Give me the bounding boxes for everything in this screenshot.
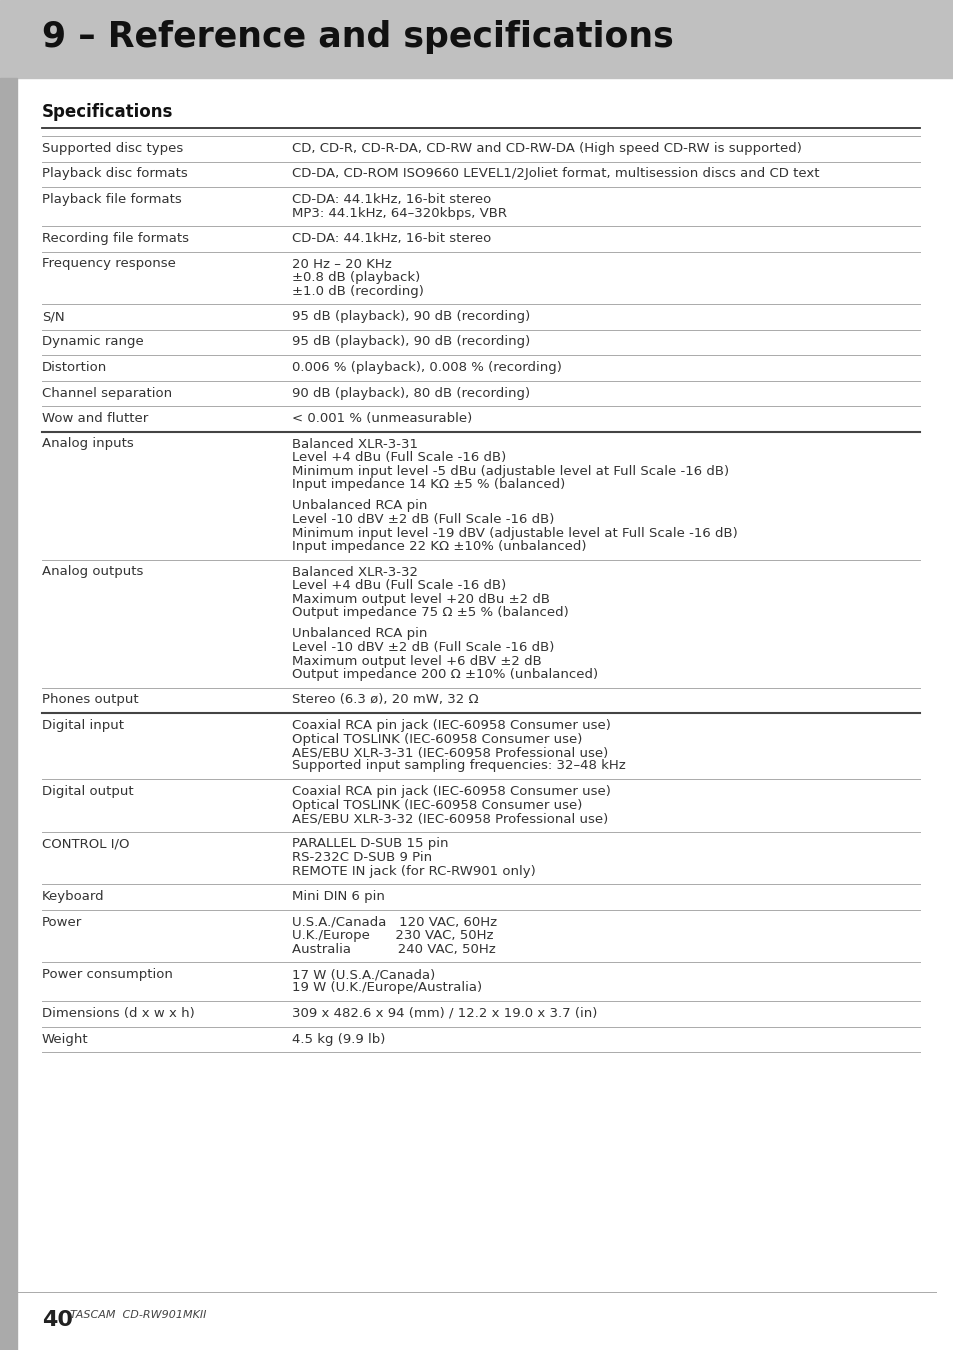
Text: 20 Hz – 20 KHz: 20 Hz – 20 KHz (292, 258, 392, 270)
Text: Level -10 dBV ±2 dB (Full Scale -16 dB): Level -10 dBV ±2 dB (Full Scale -16 dB) (292, 513, 554, 526)
Text: CD-DA: 44.1kHz, 16-bit stereo: CD-DA: 44.1kHz, 16-bit stereo (292, 232, 491, 244)
Text: Keyboard: Keyboard (42, 890, 105, 903)
Text: Dimensions (d x w x h): Dimensions (d x w x h) (42, 1007, 194, 1021)
Text: Wow and flutter: Wow and flutter (42, 412, 148, 425)
Text: Dynamic range: Dynamic range (42, 336, 144, 348)
Text: Unbalanced RCA pin: Unbalanced RCA pin (292, 500, 427, 513)
Text: RS-232C D-SUB 9 Pin: RS-232C D-SUB 9 Pin (292, 850, 432, 864)
Text: Digital input: Digital input (42, 720, 124, 732)
Text: CD-DA: 44.1kHz, 16-bit stereo: CD-DA: 44.1kHz, 16-bit stereo (292, 193, 491, 207)
Text: Maximum output level +6 dBV ±2 dB: Maximum output level +6 dBV ±2 dB (292, 655, 541, 667)
Text: 4.5 kg (9.9 lb): 4.5 kg (9.9 lb) (292, 1033, 385, 1045)
Text: Phones output: Phones output (42, 694, 138, 706)
Text: Mini DIN 6 pin: Mini DIN 6 pin (292, 890, 385, 903)
Text: REMOTE IN jack (for RC-RW901 only): REMOTE IN jack (for RC-RW901 only) (292, 864, 536, 878)
Text: U.K./Europe      230 VAC, 50Hz: U.K./Europe 230 VAC, 50Hz (292, 929, 494, 942)
Text: Balanced XLR-3-31: Balanced XLR-3-31 (292, 437, 417, 451)
Text: Minimum input level -19 dBV (adjustable level at Full Scale -16 dB): Minimum input level -19 dBV (adjustable … (292, 526, 738, 540)
Text: Optical TOSLINK (IEC-60958 Consumer use): Optical TOSLINK (IEC-60958 Consumer use) (292, 798, 582, 811)
Text: Channel separation: Channel separation (42, 386, 172, 400)
Text: ±0.8 dB (playback): ±0.8 dB (playback) (292, 271, 420, 284)
Text: MP3: 44.1kHz, 64–320kbps, VBR: MP3: 44.1kHz, 64–320kbps, VBR (292, 207, 507, 220)
Text: 95 dB (playback), 90 dB (recording): 95 dB (playback), 90 dB (recording) (292, 336, 530, 348)
Text: AES/EBU XLR-3-32 (IEC-60958 Professional use): AES/EBU XLR-3-32 (IEC-60958 Professional… (292, 811, 608, 825)
Text: Output impedance 75 Ω ±5 % (balanced): Output impedance 75 Ω ±5 % (balanced) (292, 606, 568, 620)
Text: Frequency response: Frequency response (42, 258, 175, 270)
Text: Input impedance 22 KΩ ±10% (unbalanced): Input impedance 22 KΩ ±10% (unbalanced) (292, 540, 586, 553)
Text: Supported disc types: Supported disc types (42, 142, 183, 155)
Text: Power consumption: Power consumption (42, 968, 172, 981)
Text: Recording file formats: Recording file formats (42, 232, 189, 244)
Text: Coaxial RCA pin jack (IEC-60958 Consumer use): Coaxial RCA pin jack (IEC-60958 Consumer… (292, 720, 611, 732)
Text: Analog outputs: Analog outputs (42, 566, 143, 579)
Text: Optical TOSLINK (IEC-60958 Consumer use): Optical TOSLINK (IEC-60958 Consumer use) (292, 733, 582, 745)
Text: 309 x 482.6 x 94 (mm) / 12.2 x 19.0 x 3.7 (in): 309 x 482.6 x 94 (mm) / 12.2 x 19.0 x 3.… (292, 1007, 597, 1021)
Text: Playback file formats: Playback file formats (42, 193, 182, 207)
Text: PARALLEL D-SUB 15 pin: PARALLEL D-SUB 15 pin (292, 837, 448, 850)
Text: Power: Power (42, 915, 82, 929)
Text: Balanced XLR-3-32: Balanced XLR-3-32 (292, 566, 417, 579)
Text: Analog inputs: Analog inputs (42, 437, 133, 451)
Text: 90 dB (playback), 80 dB (recording): 90 dB (playback), 80 dB (recording) (292, 386, 530, 400)
Text: Maximum output level +20 dBu ±2 dB: Maximum output level +20 dBu ±2 dB (292, 593, 550, 606)
Text: 0.006 % (playback), 0.008 % (recording): 0.006 % (playback), 0.008 % (recording) (292, 360, 561, 374)
Text: Unbalanced RCA pin: Unbalanced RCA pin (292, 628, 427, 640)
Text: 17 W (U.S.A./Canada): 17 W (U.S.A./Canada) (292, 968, 435, 981)
Text: 40: 40 (42, 1310, 73, 1330)
Text: AES/EBU XLR-3-31 (IEC-60958 Professional use): AES/EBU XLR-3-31 (IEC-60958 Professional… (292, 747, 608, 759)
Text: Distortion: Distortion (42, 360, 107, 374)
Bar (0, 0, 953, 78)
Text: Playback disc formats: Playback disc formats (42, 167, 188, 181)
Text: 19 W (U.K./Europe/Australia): 19 W (U.K./Europe/Australia) (292, 981, 482, 995)
Text: Minimum input level -5 dBu (adjustable level at Full Scale -16 dB): Minimum input level -5 dBu (adjustable l… (292, 464, 729, 478)
Text: Input impedance 14 KΩ ±5 % (balanced): Input impedance 14 KΩ ±5 % (balanced) (292, 478, 565, 491)
Text: 9 – Reference and specifications: 9 – Reference and specifications (42, 20, 673, 54)
Text: Stereo (6.3 ø), 20 mW, 32 Ω: Stereo (6.3 ø), 20 mW, 32 Ω (292, 694, 478, 706)
Text: S/N: S/N (42, 310, 65, 323)
Text: CD-DA, CD-ROM ISO9660 LEVEL1/2Joliet format, multisession discs and CD text: CD-DA, CD-ROM ISO9660 LEVEL1/2Joliet for… (292, 167, 819, 181)
Text: Level +4 dBu (Full Scale -16 dB): Level +4 dBu (Full Scale -16 dB) (292, 451, 506, 464)
Bar (0, 78, 17, 1350)
Text: Level -10 dBV ±2 dB (Full Scale -16 dB): Level -10 dBV ±2 dB (Full Scale -16 dB) (292, 641, 554, 653)
Text: CONTROL I/O: CONTROL I/O (42, 837, 130, 850)
Text: Specifications: Specifications (42, 103, 173, 122)
Text: Level +4 dBu (Full Scale -16 dB): Level +4 dBu (Full Scale -16 dB) (292, 579, 506, 593)
Text: TASCAM  CD-RW901MKII: TASCAM CD-RW901MKII (70, 1310, 206, 1320)
Text: Australia           240 VAC, 50Hz: Australia 240 VAC, 50Hz (292, 942, 496, 956)
Text: U.S.A./Canada   120 VAC, 60Hz: U.S.A./Canada 120 VAC, 60Hz (292, 915, 497, 929)
Text: Digital output: Digital output (42, 784, 133, 798)
Text: Weight: Weight (42, 1033, 89, 1045)
Text: CD, CD-R, CD-R-DA, CD-RW and CD-RW-DA (High speed CD-RW is supported): CD, CD-R, CD-R-DA, CD-RW and CD-RW-DA (H… (292, 142, 801, 155)
Text: Supported input sampling frequencies: 32–48 kHz: Supported input sampling frequencies: 32… (292, 760, 625, 772)
Text: 95 dB (playback), 90 dB (recording): 95 dB (playback), 90 dB (recording) (292, 310, 530, 323)
Text: < 0.001 % (unmeasurable): < 0.001 % (unmeasurable) (292, 412, 472, 425)
Text: ±1.0 dB (recording): ±1.0 dB (recording) (292, 285, 424, 297)
Text: Coaxial RCA pin jack (IEC-60958 Consumer use): Coaxial RCA pin jack (IEC-60958 Consumer… (292, 784, 611, 798)
Text: Output impedance 200 Ω ±10% (unbalanced): Output impedance 200 Ω ±10% (unbalanced) (292, 668, 598, 680)
